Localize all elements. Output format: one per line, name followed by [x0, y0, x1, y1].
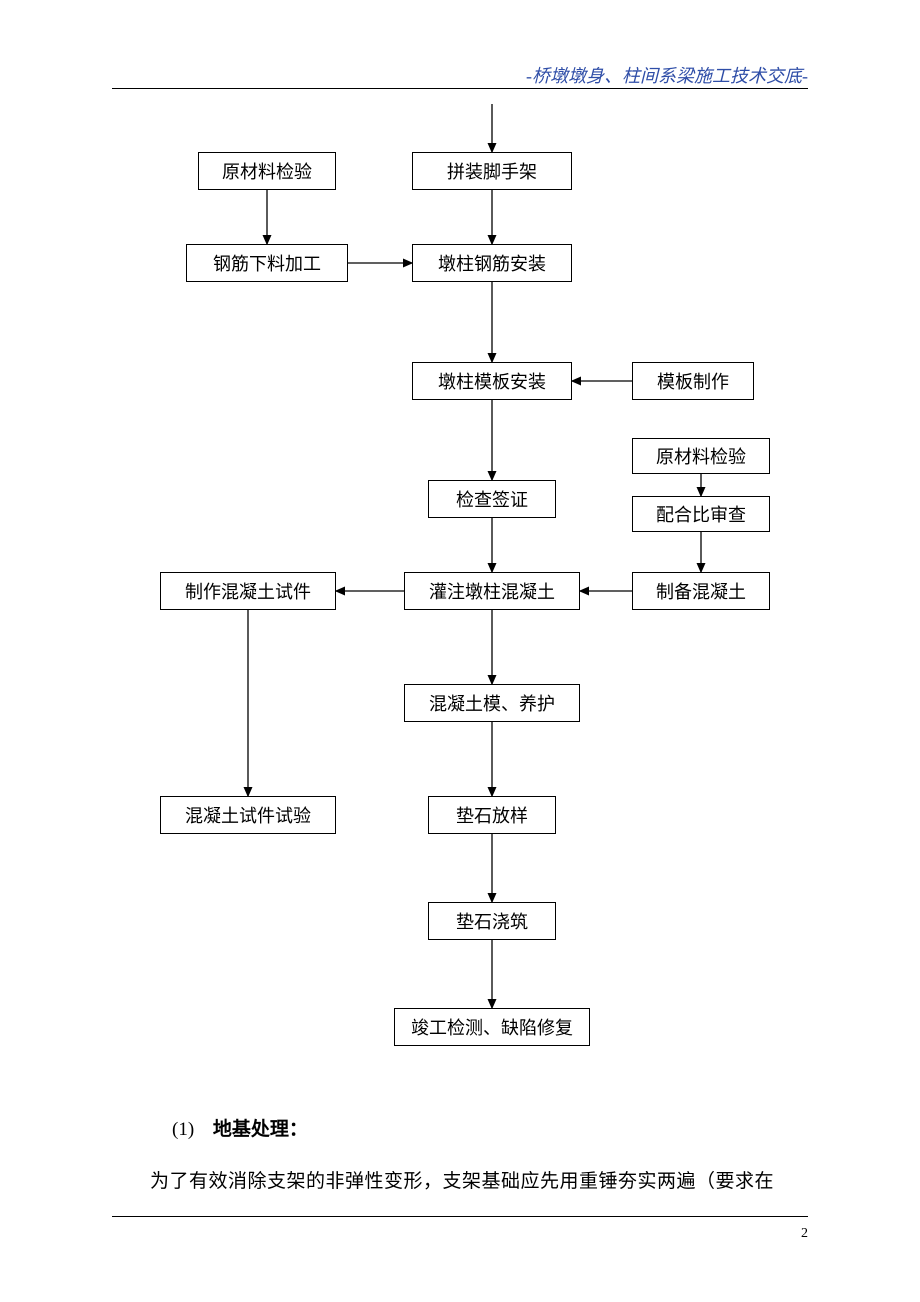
flow-node-prepmix: 制备混凝土 [632, 572, 770, 610]
section-heading: (1) 地基处理： [112, 1112, 808, 1148]
header-title: -桥墩墩身、柱间系梁施工技术交底- [526, 62, 808, 88]
flow-node-maketest: 制作混凝土试件 [160, 572, 336, 610]
footer-rule [112, 1216, 808, 1217]
flow-node-raw1: 原材料检验 [198, 152, 336, 190]
body-paragraph: 为了有效消除支架的非弹性变形，支架基础应先用重锤夯实两遍（要求在 [112, 1164, 808, 1200]
flow-node-raw2: 原材料检验 [632, 438, 770, 474]
section-number: (1) [172, 1119, 194, 1140]
section-title: 地基处理： [213, 1119, 308, 1140]
flow-node-final: 竣工检测、缺陷修复 [394, 1008, 590, 1046]
flow-node-mixcheck: 配合比审查 [632, 496, 770, 532]
flow-node-testexp: 混凝土试件试验 [160, 796, 336, 834]
flow-node-pour: 灌注墩柱混凝土 [404, 572, 580, 610]
flow-node-demould: 混凝土模、养护 [404, 684, 580, 722]
flowchart-container: 原材料检验拼装脚手架钢筋下料加工墩柱钢筋安装墩柱模板安装模板制作原材料检验检查签… [112, 104, 808, 1064]
header-rule [112, 88, 808, 89]
flow-node-rebarins: 墩柱钢筋安装 [412, 244, 572, 282]
flow-node-scaffold: 拼装脚手架 [412, 152, 572, 190]
flow-node-check: 检查签证 [428, 480, 556, 518]
flow-node-formmake: 模板制作 [632, 362, 754, 400]
flow-node-rebarcut: 钢筋下料加工 [186, 244, 348, 282]
page-number: 2 [801, 1226, 808, 1242]
flow-node-padpour: 垫石浇筑 [428, 902, 556, 940]
flow-node-formins: 墩柱模板安装 [412, 362, 572, 400]
flow-node-padset: 垫石放样 [428, 796, 556, 834]
